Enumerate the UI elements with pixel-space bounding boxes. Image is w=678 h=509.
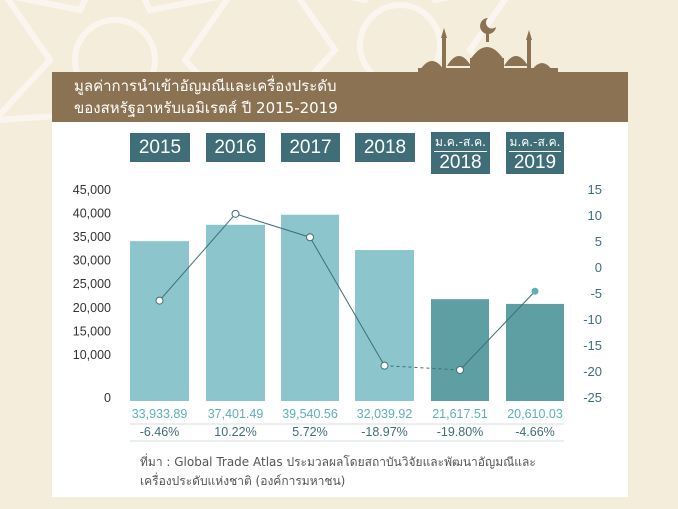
bar-1 bbox=[206, 225, 265, 401]
bar-value-label: 39,540.56 bbox=[282, 407, 338, 421]
growth-value-label: 10.22% bbox=[214, 425, 256, 439]
growth-value-label: -6.46% bbox=[140, 425, 180, 439]
right-axis-tick: -5 bbox=[590, 286, 602, 301]
right-axis-tick: -20 bbox=[583, 364, 602, 379]
import-value-chart: 0 10,000 15,000 20,000 25,000 30,000 35,000 40,… bbox=[0, 0, 678, 509]
bar-3 bbox=[355, 250, 414, 401]
right-axis-tick: -25 bbox=[583, 390, 602, 405]
growth-value-label: -4.66% bbox=[515, 425, 555, 439]
left-axis-tick: 10,000 bbox=[73, 348, 111, 362]
bar-2 bbox=[281, 215, 339, 401]
growth-value-label: -18.97% bbox=[361, 425, 408, 439]
right-axis-tick: 5 bbox=[595, 234, 602, 249]
growth-point-4 bbox=[457, 366, 464, 373]
right-axis-tick: 0 bbox=[595, 260, 602, 275]
growth-point-3 bbox=[381, 362, 388, 369]
left-axis-tick: 25,000 bbox=[73, 277, 111, 291]
right-axis-tick: -10 bbox=[583, 312, 602, 327]
growth-point-1 bbox=[232, 210, 239, 217]
right-axis-tick: -15 bbox=[583, 338, 602, 353]
growth-point-5 bbox=[532, 288, 538, 294]
growth-value-label: -19.80% bbox=[437, 425, 484, 439]
left-axis-tick: 35,000 bbox=[73, 230, 111, 244]
bar-5 bbox=[506, 304, 564, 401]
bar-value-label: 33,933.89 bbox=[132, 407, 188, 421]
left-axis-tick: 20,000 bbox=[73, 301, 111, 315]
growth-value-label: 5.72% bbox=[292, 425, 327, 439]
growth-point-2 bbox=[307, 234, 314, 241]
growth-point-0 bbox=[156, 297, 163, 304]
right-axis-tick: 10 bbox=[588, 208, 602, 223]
bar-value-label: 20,610.03 bbox=[507, 407, 563, 421]
left-axis-tick: 15,000 bbox=[73, 324, 111, 338]
source-line-1: ที่มา : Global Trade Atlas ประมวลผลโดยสถ… bbox=[140, 453, 620, 472]
right-axis-tick: 15 bbox=[588, 182, 602, 197]
bar-value-label: 37,401.49 bbox=[208, 407, 264, 421]
source-line-2: เครื่องประดับแห่งชาติ (องค์การมหาชน) bbox=[140, 472, 620, 491]
source-note: ที่มา : Global Trade Atlas ประมวลผลโดยสถ… bbox=[140, 453, 620, 491]
left-axis-tick: 0 bbox=[104, 391, 111, 405]
bar-value-label: 21,617.51 bbox=[432, 407, 488, 421]
bar-0 bbox=[130, 241, 189, 401]
bar-value-label: 32,039.92 bbox=[357, 407, 413, 421]
left-axis-tick: 30,000 bbox=[73, 254, 111, 268]
left-axis-tick: 40,000 bbox=[73, 207, 111, 221]
left-axis-tick: 45,000 bbox=[73, 183, 111, 197]
bar-4 bbox=[431, 299, 489, 401]
